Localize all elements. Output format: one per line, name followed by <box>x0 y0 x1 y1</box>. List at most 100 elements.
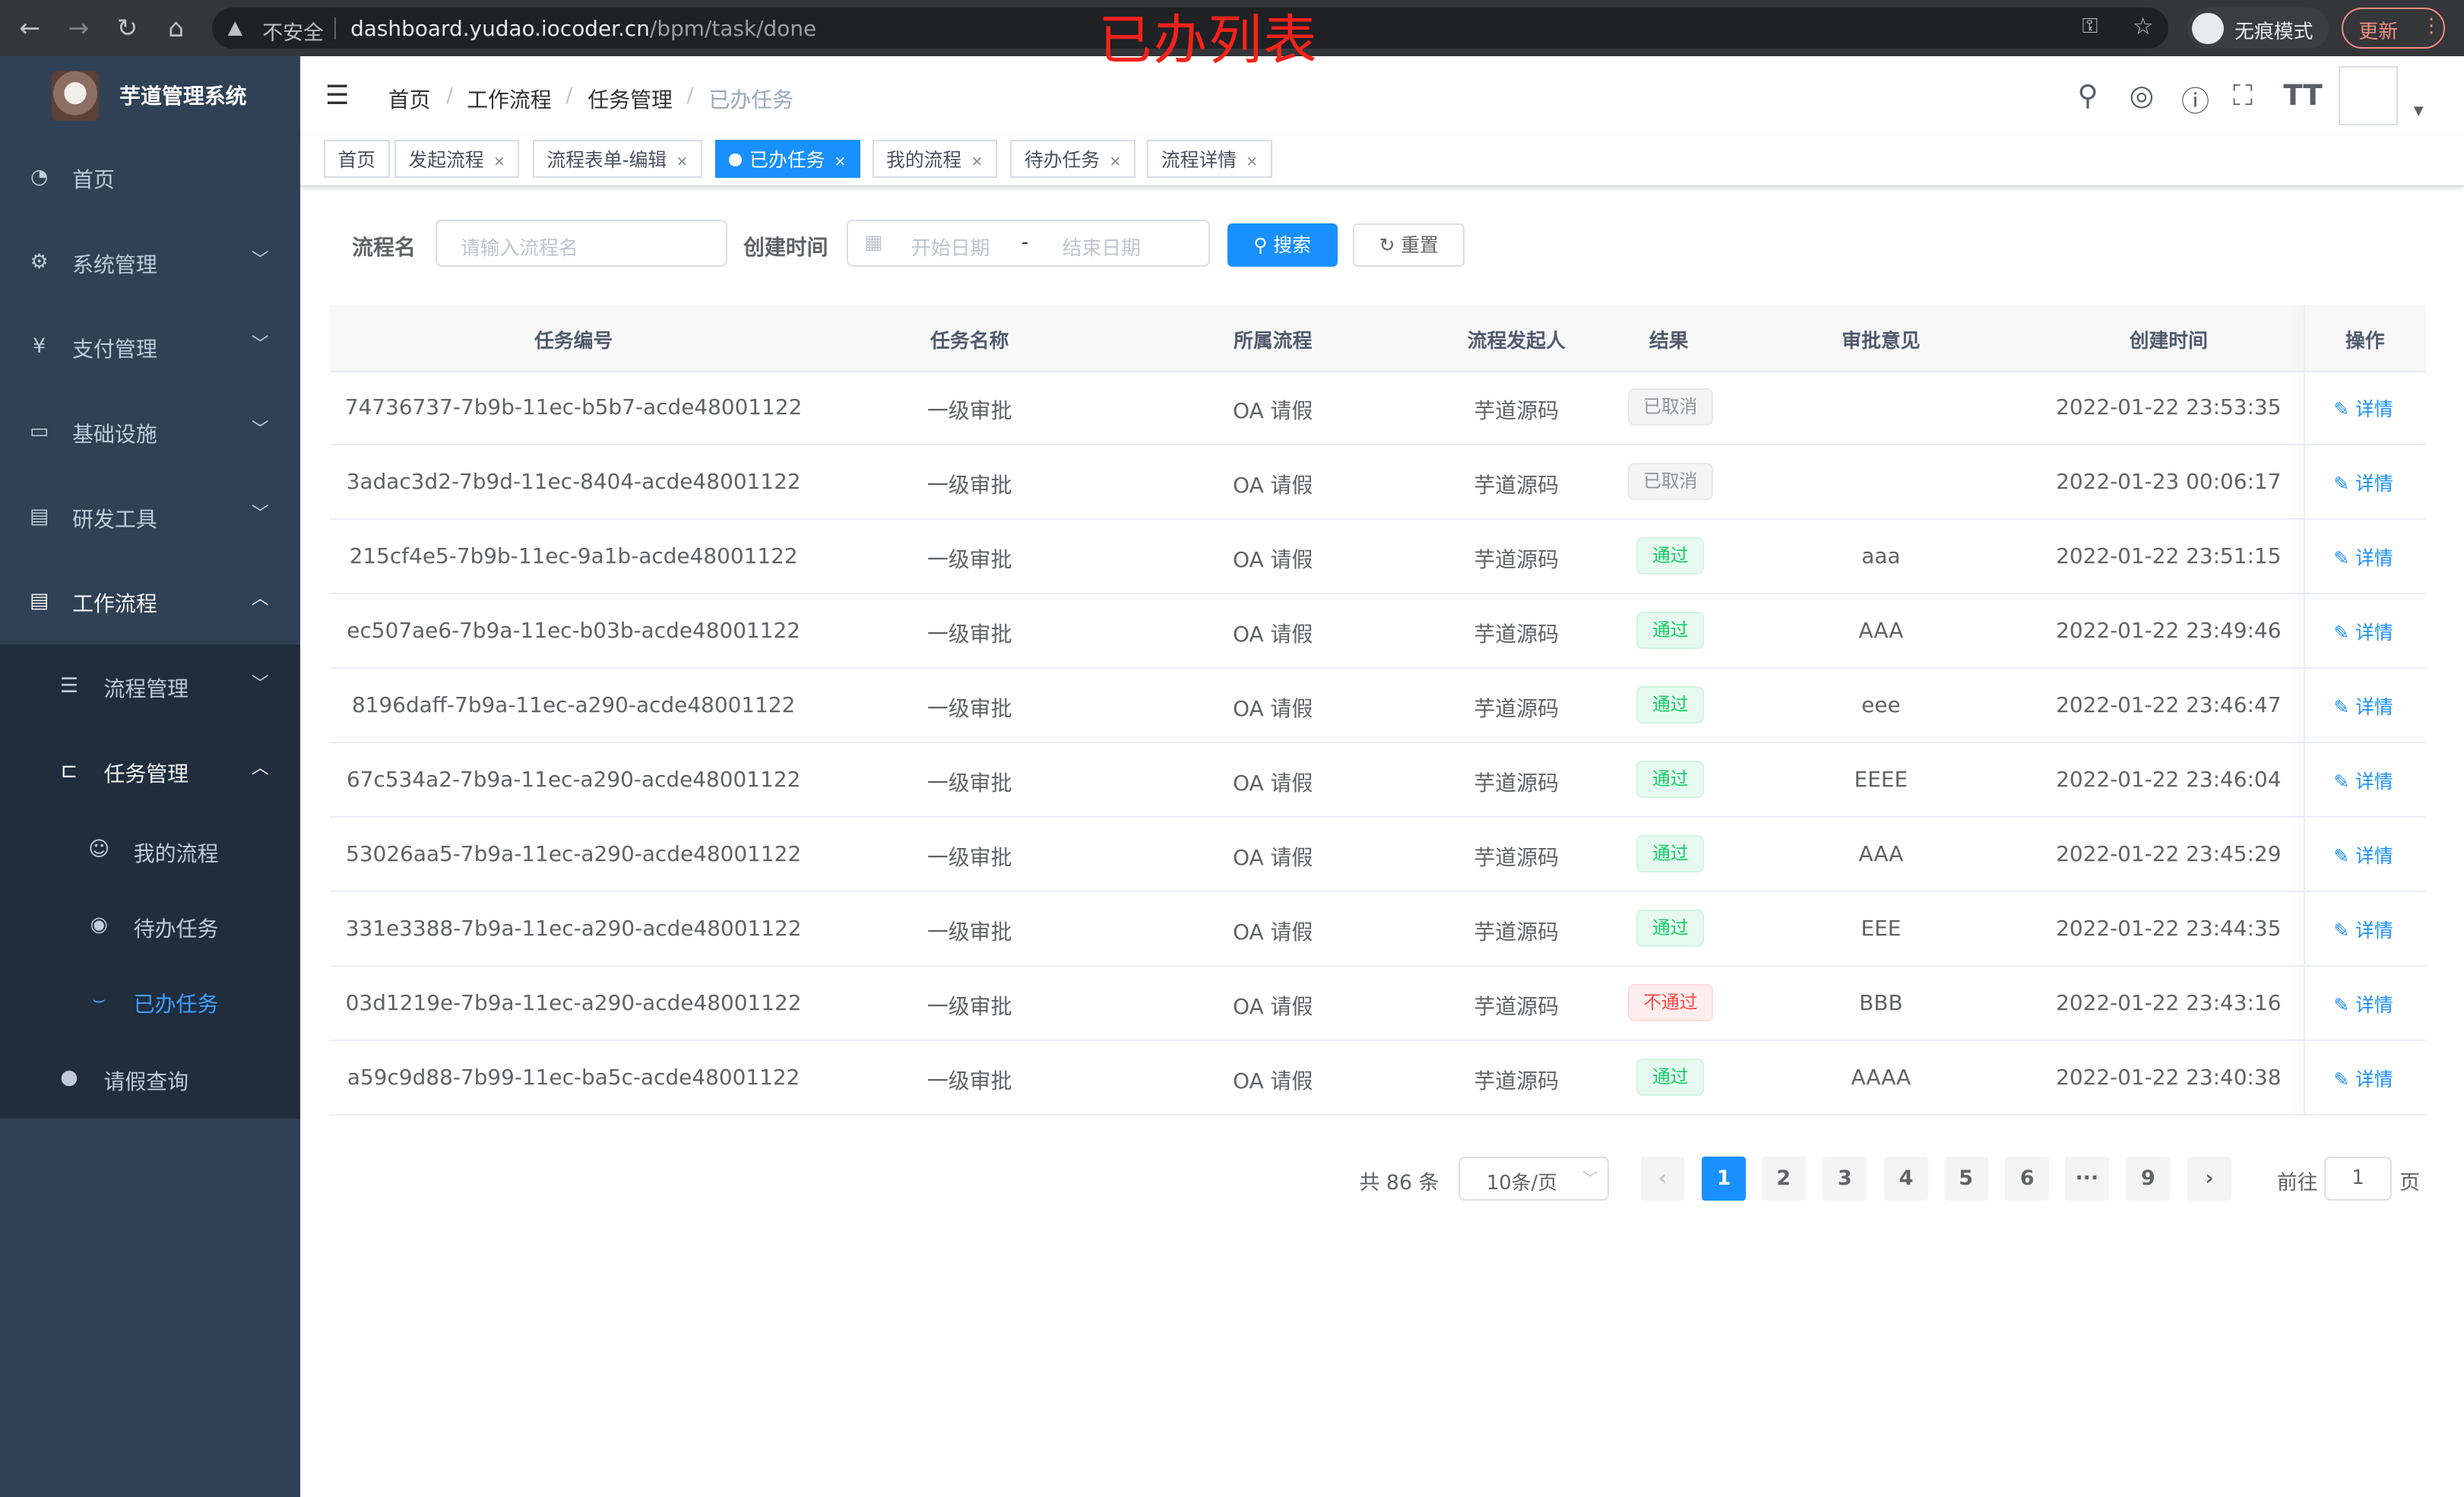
sidebar-item-workflow[interactable]: ▤ 工作流程 ︿ <box>0 559 300 644</box>
cell-initiator: 芋道源码 <box>1474 770 1560 796</box>
update-button[interactable]: 更新 ⋮ <box>2341 8 2446 49</box>
incognito-icon <box>2192 12 2224 44</box>
close-icon[interactable]: ✕ <box>1109 154 1122 170</box>
cell-initiator: 芋道源码 <box>1474 621 1560 647</box>
sidebar-item-home[interactable]: ◔ 首页 <box>0 135 300 220</box>
detail-label: 详情 <box>2355 621 2393 644</box>
end-date-input[interactable]: 结束日期 <box>1062 236 1141 260</box>
sidebar-item-leave[interactable]: ● 请假查询 <box>0 1040 300 1119</box>
tag-my-process[interactable]: 我的流程 ✕ <box>872 140 997 178</box>
font-size-icon[interactable]: TT <box>2283 78 2323 112</box>
home-icon[interactable]: ⌂ <box>168 12 185 43</box>
detail-button[interactable]: ✎ 详情 <box>2333 543 2393 571</box>
sidebar-item-done[interactable]: ⌣ 已办任务 <box>0 964 300 1040</box>
reload-icon[interactable]: ↻ <box>116 12 138 43</box>
prev-page-button[interactable]: ‹ <box>1640 1156 1685 1201</box>
sidebar-item-infra[interactable]: ▭ 基础设施 ﹀ <box>0 390 300 475</box>
url-host: dashboard.yudao.iocoder.cn <box>350 15 650 41</box>
github-icon[interactable]: ◎ <box>2129 78 2155 112</box>
sidebar-item-pay[interactable]: ¥ 支付管理 ﹀ <box>0 305 300 390</box>
close-icon[interactable]: ✕ <box>971 154 983 170</box>
breadcrumb-separator: / <box>565 83 573 107</box>
detail-button[interactable]: ✎ 详情 <box>2333 990 2393 1018</box>
active-dot-icon <box>729 153 742 166</box>
hamburger-icon[interactable]: ☰ <box>325 80 350 112</box>
avatar[interactable] <box>2338 65 2398 126</box>
start-date-input[interactable]: 开始日期 <box>911 236 990 260</box>
detail-button[interactable]: ✎ 详情 <box>2333 469 2393 496</box>
sidebar-item-my-process[interactable]: ☺ 我的流程 <box>0 814 300 890</box>
cell-opinion: AAA <box>1858 617 1904 643</box>
sidebar-item-system[interactable]: ⚙ 系统管理 ﹀ <box>0 220 300 305</box>
next-page-button[interactable]: › <box>2187 1156 2231 1201</box>
process-name-input[interactable]: 请输入流程名 <box>435 220 728 267</box>
breadcrumb-home[interactable]: 首页 <box>388 87 431 112</box>
table-row: ec507ae6-7b9a-11ec-b03b-acde48001122 一级审批… <box>330 594 2427 669</box>
divider <box>334 17 337 40</box>
tag-process-detail[interactable]: 流程详情 ✕ <box>1147 140 1272 178</box>
goto-page-input[interactable]: 1 <box>2323 1156 2392 1201</box>
page-button[interactable]: 9 <box>2126 1156 2171 1201</box>
fullscreen-icon[interactable]: ⛶ <box>2233 78 2253 112</box>
close-icon[interactable]: ✕ <box>493 154 505 170</box>
cell-initiator: 芋道源码 <box>1474 546 1560 572</box>
tag-form-edit[interactable]: 流程表单-编辑 ✕ <box>532 140 702 178</box>
table-row: 8196daff-7b9a-11ec-a290-acde48001122 一级审批… <box>330 669 2427 743</box>
create-time-label: 创建时间 <box>743 234 828 260</box>
breadcrumb-task[interactable]: 任务管理 <box>587 87 673 112</box>
detail-button[interactable]: ✎ 详情 <box>2333 767 2393 794</box>
url-text[interactable]: dashboard.yudao.iocoder.cn/bpm/task/done <box>350 16 816 41</box>
close-icon[interactable]: ✕ <box>676 154 689 170</box>
table-row: 3adac3d2-7b9d-11ec-8404-acde48001122 一级审批… <box>330 445 2427 520</box>
detail-button[interactable]: ✎ 详情 <box>2333 841 2393 869</box>
fixed-column-divider <box>2304 305 2306 1116</box>
cell-name: 一级审批 <box>926 770 1012 796</box>
reset-button[interactable]: ↻ 重置 <box>1353 223 1465 267</box>
more-icon: ⋮ <box>2421 14 2441 37</box>
star-icon[interactable]: ☆ <box>2132 12 2154 40</box>
page-button[interactable]: 3 <box>1823 1156 1867 1201</box>
help-icon[interactable]: ⓘ <box>2181 84 2210 119</box>
sidebar-item-todo[interactable]: ◉ 待办任务 <box>0 889 300 965</box>
tag-start-process[interactable]: 发起流程 ✕ <box>394 140 520 178</box>
search-button[interactable]: ⚲ 搜索 <box>1227 223 1338 267</box>
date-range-picker[interactable]: ▦ 开始日期 - 结束日期 <box>847 220 1211 267</box>
page-button[interactable]: 5 <box>1943 1156 1988 1201</box>
breadcrumb-workflow[interactable]: 工作流程 <box>467 87 552 112</box>
tag-home[interactable]: 首页 <box>323 140 390 178</box>
page-button[interactable]: 4 <box>1884 1156 1928 1201</box>
address-bar[interactable]: ▲ 不安全 dashboard.yudao.iocoder.cn/bpm/tas… <box>212 8 2169 49</box>
status-badge: 已取消 <box>1627 388 1713 426</box>
page-button[interactable]: 2 <box>1761 1156 1806 1201</box>
detail-button[interactable]: ✎ 详情 <box>2333 692 2393 720</box>
cell-name: 一级审批 <box>926 621 1012 647</box>
back-icon[interactable]: ← <box>19 12 41 43</box>
edit-icon: ✎ <box>2333 546 2356 569</box>
tag-label: 已办任务 <box>749 149 825 171</box>
tag-done-tasks[interactable]: 已办任务 ✕ <box>714 140 860 178</box>
close-icon[interactable]: ✕ <box>834 154 847 170</box>
page-size-select[interactable]: 10条/页 ﹀ <box>1458 1156 1610 1201</box>
tag-label: 首页 <box>337 149 376 171</box>
sidebar-item-task-manage[interactable]: ⊏ 任务管理 ︿ <box>0 729 300 814</box>
key-icon[interactable]: ⚿ <box>2082 14 2098 38</box>
forward-icon[interactable]: → <box>68 12 90 43</box>
tag-todo[interactable]: 待办任务 ✕ <box>1010 140 1135 178</box>
sidebar-item-process-manage[interactable]: ☰ 流程管理 ﹀ <box>0 644 300 730</box>
incognito-badge[interactable]: 无痕模式 <box>2187 8 2329 49</box>
detail-button[interactable]: ✎ 详情 <box>2333 394 2393 422</box>
caret-down-icon[interactable]: ▼ <box>2413 103 2424 119</box>
cell-opinion: EEEE <box>1854 766 1908 792</box>
close-icon[interactable]: ✕ <box>1246 154 1259 170</box>
detail-button[interactable]: ✎ 详情 <box>2333 1065 2393 1092</box>
table-row: 215cf4e5-7b9b-11ec-9a1b-acde48001122 一级审批… <box>330 520 2427 594</box>
cell-opinion: AAA <box>1858 840 1904 866</box>
sidebar-item-devtools[interactable]: ▤ 研发工具 ﹀ <box>0 474 300 559</box>
more-pages-button[interactable]: ··· <box>2064 1156 2109 1201</box>
search-icon[interactable]: ⚲ <box>2077 78 2098 112</box>
column-header: 创建时间 <box>2129 329 2208 353</box>
detail-button[interactable]: ✎ 详情 <box>2333 618 2393 645</box>
page-button[interactable]: 6 <box>2005 1156 2050 1201</box>
page-button[interactable]: 1 <box>1702 1156 1747 1201</box>
detail-button[interactable]: ✎ 详情 <box>2333 916 2393 943</box>
